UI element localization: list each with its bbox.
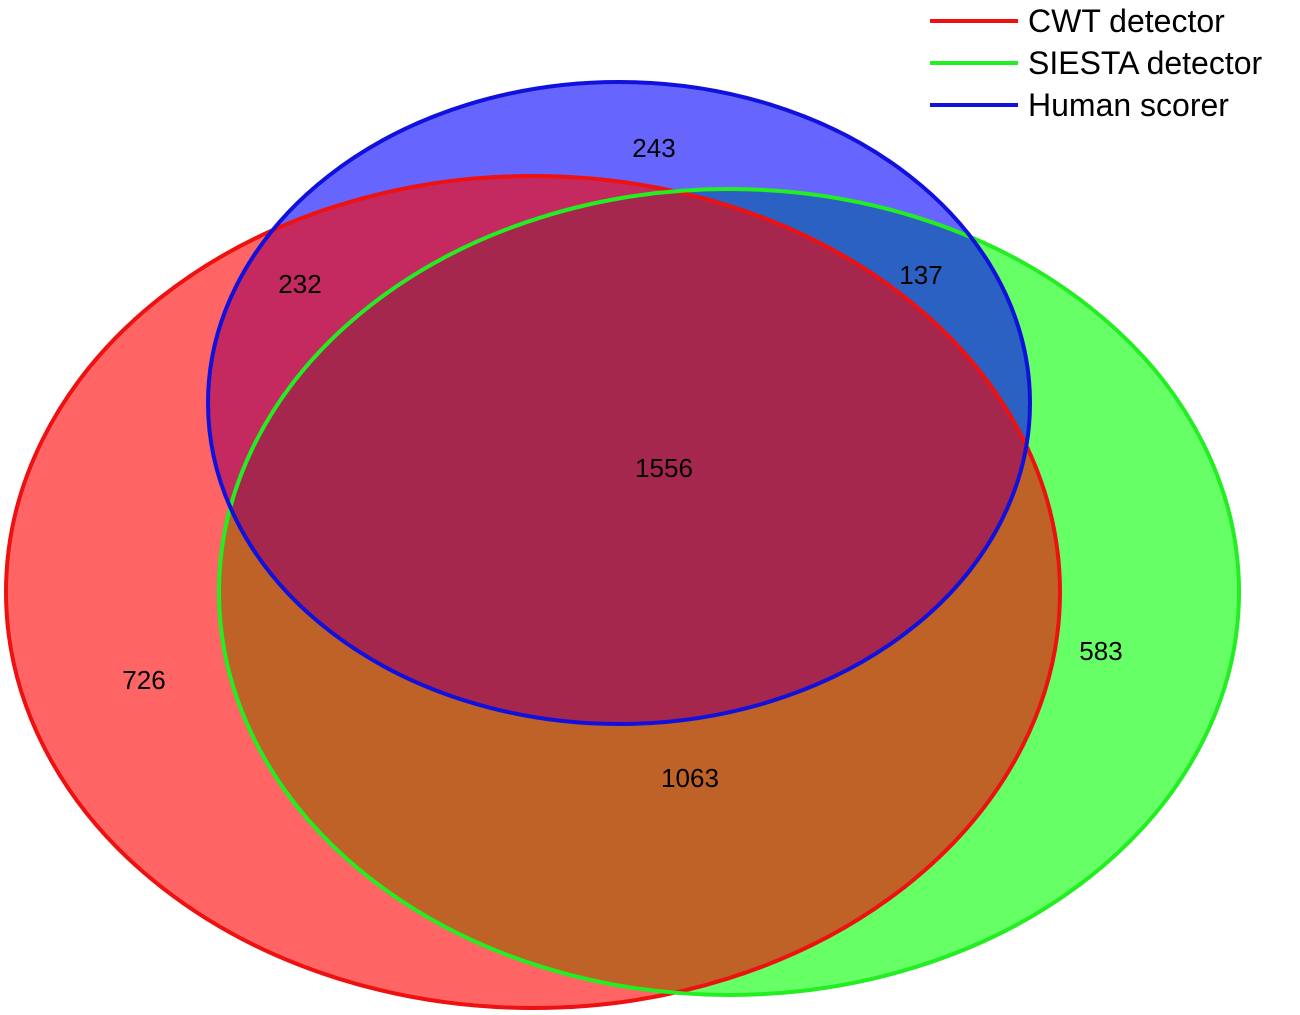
cwt-set-outline xyxy=(4,174,1062,1010)
legend-swatch-cwt xyxy=(930,19,1018,23)
cwt-siesta-count: 1063 xyxy=(661,763,719,793)
cwt-human-count: 232 xyxy=(278,269,321,299)
legend-label-human: Human scorer xyxy=(1028,86,1229,123)
siesta-only-count: 583 xyxy=(1079,636,1122,666)
all-three-count: 1556 xyxy=(635,453,693,483)
legend-label-siesta: SIESTA detector xyxy=(1028,44,1263,81)
legend: CWT detector SIESTA detector Human score… xyxy=(930,0,1300,126)
legend-item-siesta: SIESTA detector xyxy=(930,42,1300,84)
cwt-only-count: 726 xyxy=(122,665,165,695)
legend-item-cwt: CWT detector xyxy=(930,0,1300,42)
legend-swatch-human xyxy=(930,103,1018,107)
legend-swatch-siesta xyxy=(930,61,1018,65)
human-set-outline xyxy=(206,80,1032,726)
human-only-count: 243 xyxy=(632,133,675,163)
siesta-set-outline xyxy=(217,187,1241,997)
legend-item-human: Human scorer xyxy=(930,84,1300,126)
siesta-human-count: 137 xyxy=(899,260,942,290)
legend-label-cwt: CWT detector xyxy=(1028,2,1225,39)
